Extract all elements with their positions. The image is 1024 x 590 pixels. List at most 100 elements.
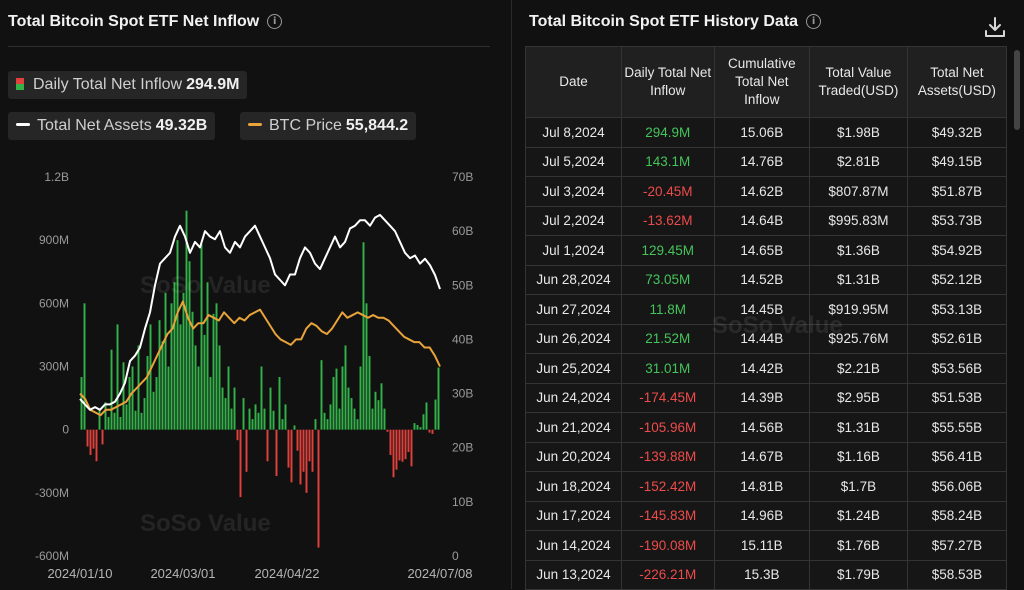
inflow-bar xyxy=(296,429,299,451)
y-left-tick-label: -600M xyxy=(35,549,69,563)
x-tick-label: 2024/04/22 xyxy=(254,566,319,581)
table-row[interactable]: Jun 17,2024 -145.83M 14.96B $1.24B $58.24B xyxy=(525,500,1008,531)
table-row[interactable]: Jul 3,2024 -20.45M 14.62B $807.87M $51.87B xyxy=(525,176,1008,207)
table-cell: 11.8M xyxy=(620,294,715,325)
table-row[interactable]: Jun 21,2024 -105.96M 14.56B $1.31B $55.55B xyxy=(525,412,1008,443)
info-icon[interactable]: i xyxy=(267,14,283,29)
inflow-bar xyxy=(356,419,359,430)
table-cell: Jul 5,2024 xyxy=(525,146,622,177)
scrollbar[interactable] xyxy=(1014,50,1020,130)
table-cell: 294.9M xyxy=(620,117,715,148)
inflow-bar xyxy=(293,425,296,430)
inflow-bar xyxy=(206,282,209,430)
table-body: Jul 8,2024 294.9M 15.06B $1.98B $49.32B Jul 5… xyxy=(525,117,1008,590)
inflow-bar xyxy=(188,261,191,430)
x-tick-label: 2024/07/08 xyxy=(407,566,472,581)
legend-total-assets[interactable]: Total Net Assets 49.32B xyxy=(8,112,216,140)
inflow-bar xyxy=(374,391,377,430)
legend-btc-price[interactable]: BTC Price 55,844.2 xyxy=(240,112,417,140)
btc-price-line xyxy=(79,300,441,417)
table-cell: $52.12B xyxy=(906,264,1008,295)
table-row[interactable]: Jun 28,2024 73.05M 14.52B $1.31B $52.12B xyxy=(525,264,1008,295)
inflow-bar xyxy=(290,429,293,483)
table-cell: 14.45B xyxy=(713,294,811,325)
table-row[interactable]: Jun 26,2024 21.52M 14.44B $925.76M $52.61B xyxy=(525,323,1008,354)
download-icon[interactable] xyxy=(982,14,1008,40)
inflow-bar xyxy=(341,366,344,430)
table-cell: $49.32B xyxy=(906,117,1008,148)
table-row[interactable]: Jun 14,2024 -190.08M 15.11B $1.76B $57.27B xyxy=(525,530,1008,561)
inflow-bar xyxy=(323,412,326,430)
chart-title-text: Total Bitcoin Spot ETF Net Inflow xyxy=(8,13,260,30)
inflow-bar xyxy=(329,404,332,430)
table-row[interactable]: Jun 18,2024 -152.42M 14.81B $1.7B $56.06B xyxy=(525,471,1008,502)
table-cell: $49.15B xyxy=(906,146,1008,177)
inflow-chart[interactable]: 1.2B 900M 600M 300M 0 -300M -600M 70B 60B 50B 40B… xyxy=(0,0,505,589)
watermark: SoSo Value xyxy=(140,272,271,299)
table-cell: -145.83M xyxy=(620,500,715,531)
table-cell: $53.56B xyxy=(906,353,1008,384)
inflow-bar xyxy=(89,429,92,455)
x-tick-label: 2024/01/10 xyxy=(47,566,112,581)
inflow-bar xyxy=(308,429,311,462)
column-header[interactable]: Cumulative Total Net Inflow xyxy=(713,46,811,118)
table-row[interactable]: Jul 2,2024 -13.62M 14.64B $995.83M $53.73B xyxy=(525,205,1008,236)
table-cell: $1.76B xyxy=(809,530,908,561)
inflow-bar xyxy=(128,377,131,430)
inflow-bar xyxy=(119,417,122,430)
y-right-tick-label: 0 xyxy=(452,549,459,563)
table-row[interactable]: Jun 20,2024 -139.88M 14.67B $1.16B $56.41B xyxy=(525,441,1008,472)
inflow-bar xyxy=(395,429,398,470)
table-cell: Jun 27,2024 xyxy=(525,294,622,325)
info-icon[interactable]: i xyxy=(806,14,822,29)
table-cell: Jun 24,2024 xyxy=(525,382,622,413)
table-cell: 14.42B xyxy=(713,353,811,384)
inflow-bar xyxy=(200,244,203,430)
table-row[interactable]: Jul 5,2024 143.1M 14.76B $2.81B $49.15B xyxy=(525,146,1008,177)
inflow-bar xyxy=(110,349,113,430)
table-cell: 15.11B xyxy=(713,530,811,561)
inflow-bar xyxy=(107,417,110,430)
table-row[interactable]: Jun 27,2024 11.8M 14.45B $919.95M $53.13B xyxy=(525,294,1008,325)
inflow-bar xyxy=(305,429,308,493)
inflow-bar xyxy=(275,429,278,476)
table-cell: 143.1M xyxy=(620,146,715,177)
inflow-bar xyxy=(149,324,152,430)
column-header[interactable]: Daily Total Net Inflow xyxy=(620,46,715,118)
table-row[interactable]: Jul 1,2024 129.45M 14.65B $1.36B $54.92B xyxy=(525,235,1008,266)
legend-btc-value: 55,844.2 xyxy=(345,117,409,134)
table-cell: $58.53B xyxy=(906,559,1008,590)
table-cell: $56.41B xyxy=(906,441,1008,472)
table-header-row: Date Daily Total Net Inflow Cumulative Tot… xyxy=(525,46,1008,118)
table-cell: $54.92B xyxy=(906,235,1008,266)
inflow-bar xyxy=(191,311,194,430)
inflow-bar xyxy=(338,408,341,430)
table-cell: Jun 25,2024 xyxy=(525,353,622,384)
table-cell: $58.24B xyxy=(906,500,1008,531)
title-divider xyxy=(8,46,490,47)
table-cell: Jun 28,2024 xyxy=(525,264,622,295)
table-cell: 15.3B xyxy=(713,559,811,590)
table-cell: $1.7B xyxy=(809,471,908,502)
table-row[interactable]: Jun 24,2024 -174.45M 14.39B $2.95B $51.53B xyxy=(525,382,1008,413)
table-cell: 14.96B xyxy=(713,500,811,531)
table-row[interactable]: Jun 25,2024 31.01M 14.42B $2.21B $53.56B xyxy=(525,353,1008,384)
table-cell: 14.64B xyxy=(713,205,811,236)
column-header[interactable]: Total Net Assets(USD) xyxy=(906,46,1008,118)
inflow-bar xyxy=(368,355,371,430)
table-cell: $2.21B xyxy=(809,353,908,384)
legend-daily-inflow[interactable]: Daily Total Net Inflow 294.9M xyxy=(8,71,248,99)
column-header[interactable]: Date xyxy=(525,46,622,118)
inflow-bar xyxy=(371,408,374,430)
table-cell: -190.08M xyxy=(620,530,715,561)
column-header[interactable]: Total Value Traded(USD) xyxy=(809,46,908,118)
table-row[interactable]: Jun 13,2024 -226.21M 15.3B $1.79B $58.53B xyxy=(525,559,1008,590)
x-axis: 2024/01/10 2024/03/01 2024/04/22 2024/07/08 xyxy=(47,566,472,581)
inflow-bar xyxy=(431,429,434,434)
inflow-bar xyxy=(359,366,362,430)
table-cell: Jul 8,2024 xyxy=(525,117,622,148)
x-tick-label: 2024/03/01 xyxy=(150,566,215,581)
inflow-bar xyxy=(164,292,167,430)
y-left-tick-label: -300M xyxy=(35,486,69,500)
table-row[interactable]: Jul 8,2024 294.9M 15.06B $1.98B $49.32B xyxy=(525,117,1008,148)
